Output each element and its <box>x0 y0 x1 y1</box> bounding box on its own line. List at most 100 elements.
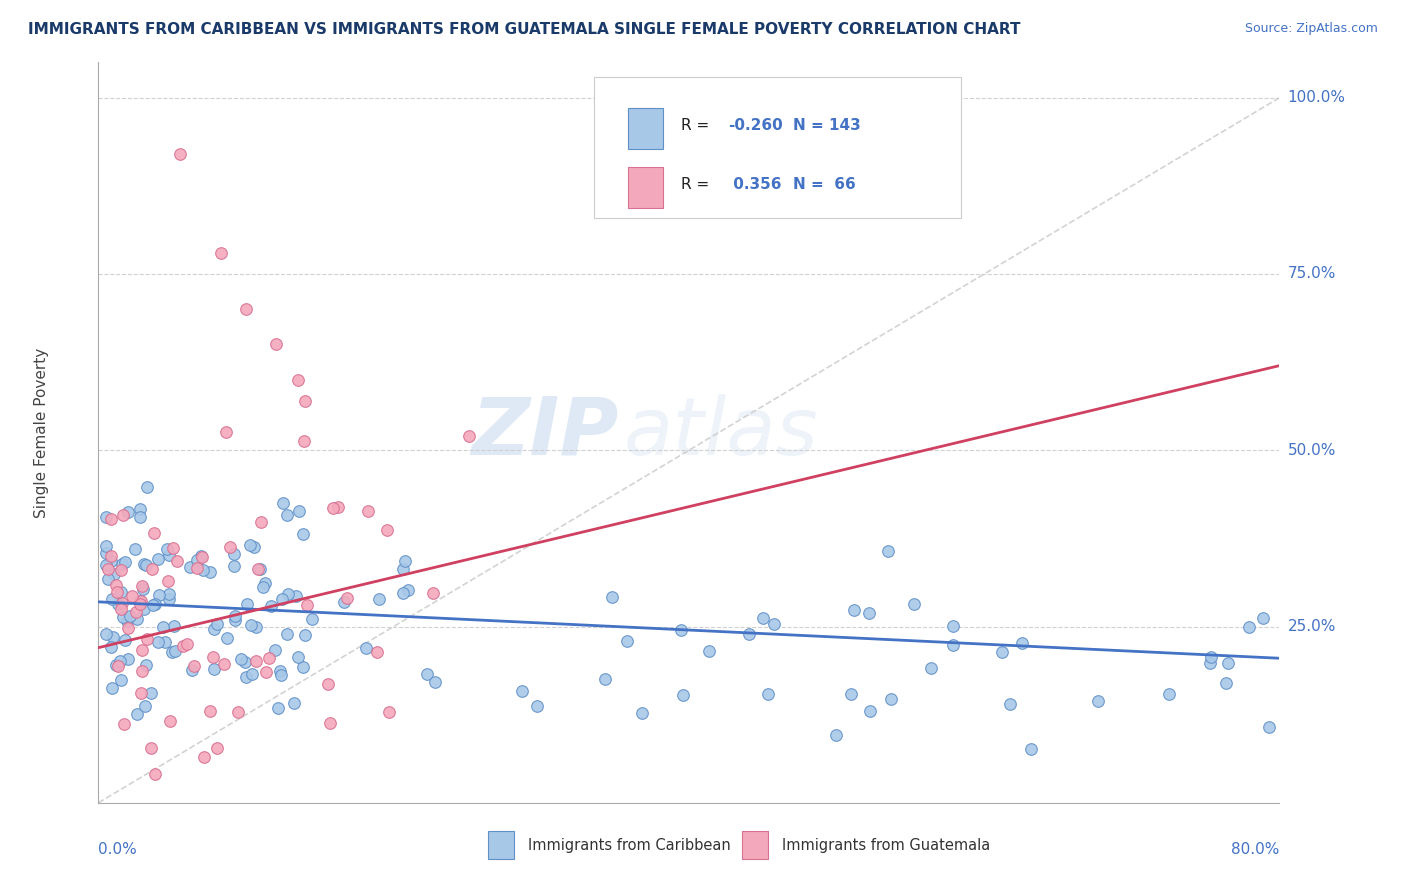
Point <box>238 538 260 552</box>
Point <box>111 558 134 572</box>
Point <box>205 741 228 756</box>
Point <box>111 595 134 609</box>
Point <box>166 554 188 568</box>
Point <box>737 627 759 641</box>
Point <box>111 508 134 522</box>
Bar <box>627 108 664 149</box>
Point <box>600 590 623 604</box>
Point <box>100 549 122 563</box>
Point <box>202 622 225 636</box>
Point <box>243 540 266 554</box>
Point <box>125 605 148 619</box>
Point <box>129 598 152 612</box>
Point <box>128 594 150 608</box>
Text: 100.0%: 100.0% <box>1288 90 1346 105</box>
Point <box>336 591 359 606</box>
Text: 0.0%: 0.0% <box>98 842 138 856</box>
Point <box>134 699 156 714</box>
Point <box>129 509 152 524</box>
Point <box>110 563 132 577</box>
Point <box>156 542 179 557</box>
Point <box>942 619 965 633</box>
Point <box>202 662 225 676</box>
Point <box>209 245 232 260</box>
Text: Source: ZipAtlas.com: Source: ZipAtlas.com <box>1244 22 1378 36</box>
Point <box>457 429 479 443</box>
Point <box>112 717 135 731</box>
Point <box>136 480 159 494</box>
Point <box>97 562 120 576</box>
Point <box>193 749 215 764</box>
Point <box>998 698 1021 712</box>
Point <box>1216 656 1239 670</box>
Text: Immigrants from Caribbean: Immigrants from Caribbean <box>529 838 731 853</box>
Point <box>271 496 294 510</box>
Point <box>287 650 309 665</box>
Point <box>294 627 316 641</box>
Point <box>235 302 257 317</box>
Point <box>104 658 127 673</box>
Point <box>291 660 314 674</box>
Point <box>135 558 157 573</box>
Point <box>159 714 181 728</box>
Point <box>247 561 270 575</box>
Point <box>135 657 157 672</box>
Text: R =: R = <box>681 118 714 133</box>
Text: R =: R = <box>681 177 714 192</box>
Point <box>132 582 155 596</box>
Point <box>142 526 165 541</box>
Point <box>271 591 294 606</box>
Point <box>179 560 201 574</box>
Point <box>333 595 356 609</box>
Point <box>115 615 138 629</box>
Point <box>291 527 314 541</box>
Point <box>118 609 141 624</box>
Point <box>1011 636 1033 650</box>
Point <box>235 670 257 684</box>
Point <box>859 704 882 718</box>
Point <box>295 598 318 612</box>
Text: N =  66: N = 66 <box>793 177 856 192</box>
Point <box>250 515 273 529</box>
Point <box>181 663 204 677</box>
Point <box>264 337 287 351</box>
Point <box>267 701 290 715</box>
Point <box>131 594 153 608</box>
Point <box>240 666 263 681</box>
Point <box>1087 694 1109 708</box>
Point <box>117 652 139 666</box>
Point <box>157 592 180 607</box>
Point <box>252 580 274 594</box>
Point <box>132 602 155 616</box>
Point <box>129 501 152 516</box>
Point <box>190 549 212 563</box>
Point <box>1199 650 1222 665</box>
Point <box>264 643 287 657</box>
Point <box>276 627 298 641</box>
Point <box>217 631 239 645</box>
Point <box>366 645 388 659</box>
Point <box>94 627 117 641</box>
Point <box>148 588 170 602</box>
Point <box>231 652 253 666</box>
Point <box>136 632 159 647</box>
Point <box>186 553 208 567</box>
Bar <box>742 831 768 859</box>
Point <box>699 644 721 658</box>
Point <box>143 767 166 781</box>
Point <box>131 643 153 657</box>
Point <box>357 504 380 518</box>
Point <box>105 578 128 592</box>
Point <box>1237 620 1260 634</box>
Point <box>146 634 169 648</box>
Point <box>112 610 135 624</box>
Point <box>880 692 903 706</box>
Point <box>100 640 122 654</box>
Point <box>254 665 277 680</box>
Point <box>1251 610 1274 624</box>
Point <box>284 589 307 603</box>
Point <box>165 644 187 658</box>
Point <box>146 552 169 566</box>
Text: 80.0%: 80.0% <box>1232 842 1279 856</box>
Point <box>193 563 215 577</box>
